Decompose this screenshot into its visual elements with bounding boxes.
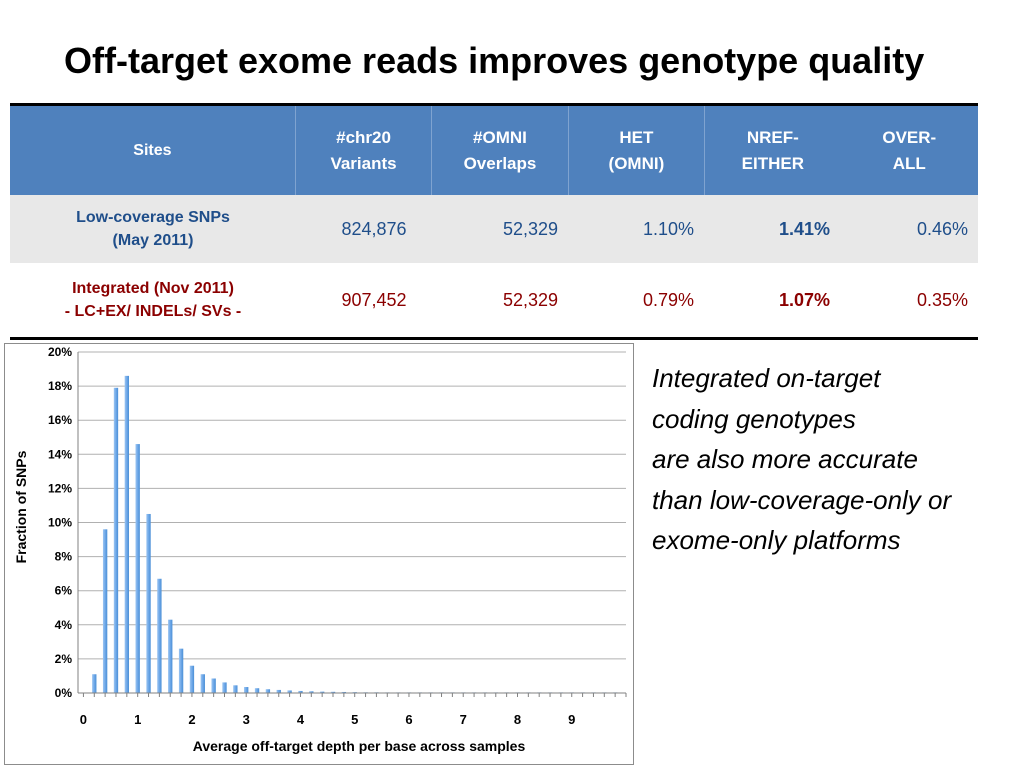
y-tick-label: 6%: [55, 584, 73, 598]
histogram-bar: [298, 690, 303, 693]
x-tick-label: 4: [297, 712, 305, 727]
histogram-bar: [276, 689, 281, 693]
header-sites-label: Sites: [133, 142, 172, 159]
caption-line: than low-coverage-only or: [652, 484, 952, 515]
y-tick-label: 12%: [48, 481, 72, 495]
x-tick-label: 9: [568, 712, 575, 727]
cell-omni-overlaps: 52,329: [502, 218, 558, 239]
caption-line: Integrated on-target: [652, 363, 881, 393]
histogram-bar: [102, 529, 108, 693]
x-tick-label: 2: [188, 712, 195, 727]
y-tick-label: 8%: [55, 550, 73, 564]
slide-title: Off-target exome reads improves genotype…: [64, 40, 925, 81]
histogram-bar: [265, 689, 271, 693]
header-nref-either: NREF- EITHER: [705, 106, 840, 195]
table-row: Integrated (Nov 2011) - LC+EX/ INDELs/ S…: [10, 263, 978, 337]
header-line: Overlaps: [463, 153, 537, 173]
header-het-omni: HET (OMNI): [569, 106, 706, 195]
y-tick-label: 16%: [48, 413, 72, 427]
x-tick-label: 7: [460, 712, 467, 727]
histogram-bar: [222, 682, 227, 693]
histogram-bar: [135, 444, 140, 693]
cell-het-omni: 0.79%: [642, 289, 694, 310]
header-line: #chr20: [336, 127, 391, 147]
histogram-chart: 0% 2% 4% 6% 8% 10% 12% 14% 16% 18% 20% 0 1 2 3 4 5 6 7 8 9 F…: [4, 343, 634, 765]
row-label-line: Integrated (Nov 2011): [72, 280, 234, 297]
y-tick-label: 10%: [48, 516, 72, 530]
x-axis-label: Average off-target depth per base across…: [193, 738, 526, 754]
y-tick-label: 20%: [48, 345, 72, 359]
row-label-line: (May 2011): [112, 232, 194, 249]
row-label-line: - LC+EX/ INDELs/ SVs -: [64, 303, 242, 320]
header-line: #OMNI: [473, 127, 527, 147]
x-tick-label: 1: [134, 712, 141, 727]
histogram-bar: [233, 685, 238, 693]
cell-overall: 0.46%: [916, 218, 968, 239]
header-line: ALL: [892, 153, 926, 173]
y-tick-label: 4%: [55, 618, 73, 632]
header-line: HET: [619, 127, 654, 147]
y-tick-label: 2%: [55, 652, 73, 666]
comparison-table: Sites #chr20 Variants #OMNI Overlaps HET (O…: [10, 103, 978, 340]
header-line: Variants: [330, 153, 397, 173]
cell-het-omni: 1.10%: [642, 218, 694, 239]
header-chr20-variants: #chr20 Variants: [296, 106, 433, 195]
axes: 0% 2% 4% 6% 8% 10% 12% 14% 16% 18% 20% 0 1 2 3 4 5 6 7 8 9: [48, 345, 627, 727]
histogram-bar: [287, 690, 292, 693]
x-tick-label: 5: [351, 712, 358, 727]
cell-chr20-variants: 824,876: [341, 218, 407, 239]
header-overall: OVER- ALL: [841, 106, 978, 195]
caption-line: coding genotypes: [652, 403, 856, 434]
histogram-bar: [189, 665, 195, 693]
caption-text: Integrated on-target coding genotypes ar…: [652, 358, 1022, 561]
x-tick-label: 8: [514, 712, 521, 727]
histogram-svg: 0% 2% 4% 6% 8% 10% 12% 14% 16% 18% 20% 0 1 2 3 4 5 6 7 8 9 F…: [13, 345, 627, 754]
caption-line: exome-only platforms: [652, 525, 901, 555]
header-line: EITHER: [741, 153, 805, 173]
table-row: Low-coverage SNPs (May 2011) 824,876 52,…: [10, 195, 978, 263]
header-line: OVER-: [882, 127, 937, 147]
header-line: (OMNI): [608, 153, 665, 173]
y-tick-label: 14%: [48, 447, 72, 461]
histogram-bar: [157, 578, 162, 693]
y-tick-label: 18%: [48, 379, 72, 393]
x-tick-label: 6: [405, 712, 412, 727]
row-label: Low-coverage SNPs (May 2011): [10, 206, 296, 252]
histogram-bar: [341, 691, 347, 693]
caption-line: are also more accurate: [652, 444, 918, 474]
histogram-bar: [211, 678, 216, 693]
header-omni-overlaps: #OMNI Overlaps: [432, 106, 569, 195]
histogram-bar: [92, 674, 97, 693]
histogram-bar: [113, 387, 119, 693]
table-top-rule: [10, 103, 978, 106]
header-line: NREF-: [746, 127, 799, 147]
table-bottom-rule: [10, 337, 978, 340]
bars: [92, 375, 618, 693]
cell-overall: 0.35%: [916, 289, 968, 310]
histogram-bar: [146, 513, 151, 693]
y-tick-label: 0%: [55, 686, 73, 700]
cell-nref-either: 1.41%: [778, 218, 830, 239]
histogram-bar: [330, 691, 336, 693]
x-tick-label: 3: [243, 712, 250, 727]
histogram-bar: [254, 688, 260, 693]
histogram-bar: [178, 648, 184, 693]
table-header-row: Sites #chr20 Variants #OMNI Overlaps HET (O…: [10, 106, 978, 195]
histogram-bar: [244, 687, 249, 693]
row-label: Integrated (Nov 2011) - LC+EX/ INDELs/ S…: [10, 277, 296, 323]
histogram-bar: [168, 619, 173, 693]
x-tick-label: 0: [80, 712, 87, 727]
histogram-bar: [200, 674, 205, 693]
cell-omni-overlaps: 52,329: [502, 289, 558, 310]
histogram-bar: [309, 691, 314, 693]
header-sites: Sites: [10, 106, 296, 195]
histogram-bar: [319, 691, 325, 693]
histogram-bar: [124, 375, 130, 693]
row-label-line: Low-coverage SNPs: [76, 209, 230, 226]
cell-chr20-variants: 907,452: [341, 289, 407, 310]
cell-nref-either: 1.07%: [778, 289, 830, 310]
y-axis-label: Fraction of SNPs: [13, 450, 29, 563]
